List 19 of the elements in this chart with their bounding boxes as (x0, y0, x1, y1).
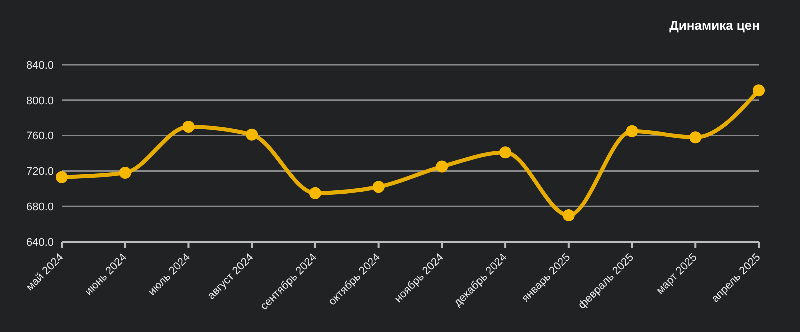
point (56, 171, 68, 184)
y-tick-label: 680.0 (26, 202, 54, 214)
y-tick-label: 840.0 (26, 60, 54, 72)
point (562, 209, 575, 222)
point (119, 166, 132, 179)
y-tick-label: 760.0 (26, 130, 54, 143)
y-tick-label: 640.0 (26, 236, 54, 249)
point (246, 128, 258, 141)
y-tick-label: 720.0 (26, 166, 54, 178)
chart-title: Динамика цен (670, 18, 760, 33)
point (309, 187, 322, 200)
point (626, 125, 638, 138)
point (500, 146, 512, 159)
y-tick-label: 800.0 (26, 95, 54, 108)
point (690, 132, 702, 144)
point (753, 84, 765, 97)
point (182, 120, 195, 133)
point (436, 160, 448, 173)
point (372, 181, 385, 194)
